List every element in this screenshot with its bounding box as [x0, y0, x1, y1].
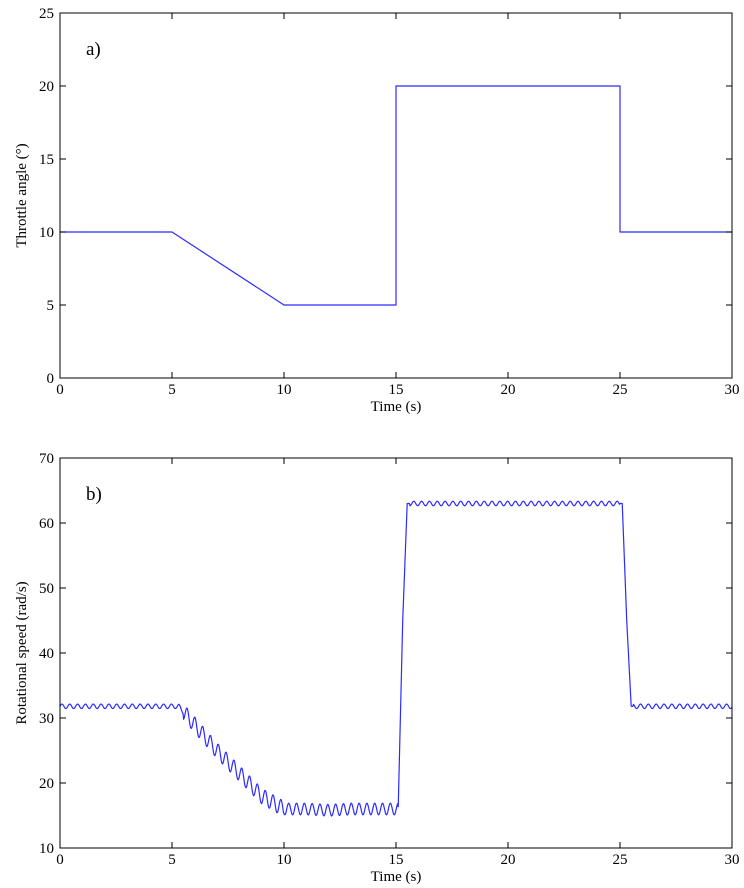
series-line	[60, 85, 732, 306]
x-tick-label: 25	[613, 852, 628, 868]
x-tick-label: 0	[56, 382, 64, 398]
y-tick-label: 25	[39, 6, 54, 22]
y-tick-label: 20	[39, 79, 54, 95]
x-tick-label: 15	[389, 382, 404, 398]
x-tick-label: 20	[501, 852, 516, 868]
x-tick-label: 5	[168, 382, 176, 398]
x-tick-label: 20	[501, 382, 516, 398]
x-tick-label: 15	[389, 852, 404, 868]
x-tick-label: 10	[277, 382, 292, 398]
x-axis-label: Time (s)	[371, 869, 422, 885]
y-tick-label: 70	[39, 451, 54, 467]
x-axis-label: Time (s)	[371, 399, 422, 415]
x-tick-label: 30	[725, 382, 740, 398]
x-tick-label: 30	[725, 852, 740, 868]
x-tick-label: 25	[613, 382, 628, 398]
y-tick-label: 10	[39, 841, 54, 857]
y-tick-label: 60	[39, 516, 54, 532]
x-tick-label: 10	[277, 852, 292, 868]
y-tick-label: 50	[39, 581, 54, 597]
y-tick-label: 40	[39, 646, 54, 662]
y-tick-label: 15	[39, 152, 54, 168]
plot-frame	[59, 457, 733, 849]
panel-label: b)	[86, 484, 102, 505]
x-tick-label: 5	[168, 852, 176, 868]
chart-panel-a: 0 5 10 15 20 25 30 0 5 10 15 20 25 Time (s) Throttle a…	[14, 6, 740, 415]
series-line	[59, 500, 733, 817]
y-tick-label: 0	[47, 371, 55, 387]
y-axis-label: Throttle angle (°)	[14, 143, 30, 247]
y-axis-label: Rotational speed (rad/s)	[14, 581, 30, 724]
y-tick-label: 10	[39, 225, 54, 241]
y-tick-label: 20	[39, 776, 54, 792]
chart-panel-b: 0 5 10 15 20 25 30 10 20 30 40 50 60 70 Time (s) Rotati…	[14, 451, 740, 885]
panel-label: a)	[86, 39, 101, 60]
y-tick-label: 30	[39, 711, 54, 727]
y-tick-label: 5	[47, 298, 55, 314]
x-tick-label: 0	[56, 852, 64, 868]
